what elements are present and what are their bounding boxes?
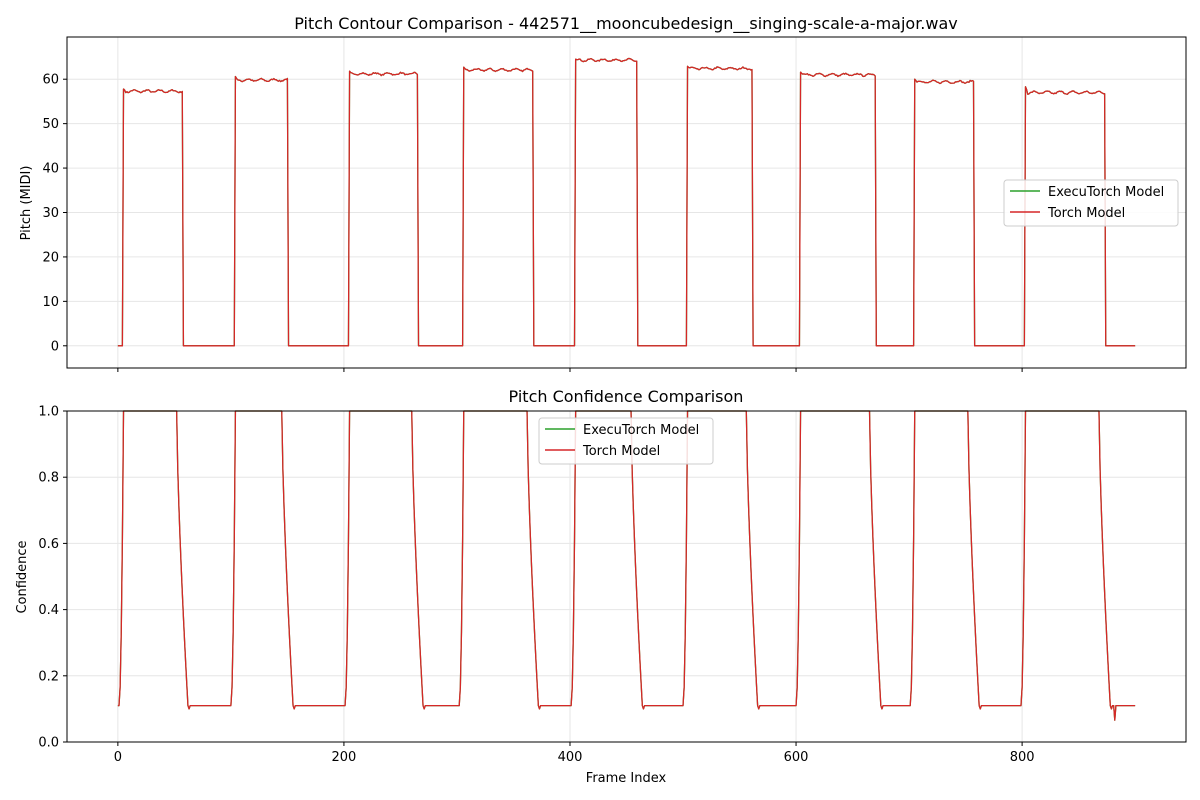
x-tick-label: 200 [332, 750, 357, 765]
y-tick-label: 60 [42, 73, 59, 88]
pitch-plot-area [66, 36, 1187, 369]
series-line-executorch-model [117, 57, 1136, 347]
series-line-torch-model [117, 57, 1136, 347]
x-tick-label: 600 [784, 750, 809, 765]
y-tick-label: 0.2 [38, 669, 59, 684]
pitch-series-group [117, 57, 1136, 347]
x-tick-label: 0 [114, 750, 122, 765]
y-tick-label: 0.8 [38, 471, 59, 486]
confidence-legend-label-torch: Torch Model [582, 444, 660, 459]
x-axis-label: Frame Index [586, 771, 667, 786]
y-tick-label: 1.0 [38, 405, 59, 420]
y-tick-label: 50 [42, 117, 59, 132]
pitch-legend-box [1003, 179, 1179, 227]
pitch-legend-label-executorch: ExecuTorch Model [1048, 185, 1164, 200]
confidence-y-axis-label: Confidence [15, 540, 30, 613]
y-tick-label: 0 [51, 339, 59, 354]
confidence-axis-ticks: 0 200 400 600 800 0.0 0.2 0.4 0.6 0.8 1.0 [38, 405, 1034, 766]
y-tick-label: 20 [42, 250, 59, 265]
y-tick-label: 30 [42, 206, 59, 221]
y-tick-label: 0.4 [38, 603, 59, 618]
pitch-contour-panel: Pitch Contour Comparison - 442571__moonc… [19, 14, 1187, 372]
pitch-axis-ticks: 0 10 20 30 40 50 60 [42, 73, 1023, 372]
pitch-legend-label-torch: Torch Model [1047, 206, 1125, 221]
pitch-legend: ExecuTorch Model Torch Model [1003, 179, 1179, 227]
confidence-legend-label-executorch: ExecuTorch Model [583, 423, 699, 438]
y-tick-label: 0.6 [38, 537, 59, 552]
y-tick-label: 10 [42, 295, 59, 310]
y-tick-label: 40 [42, 162, 59, 177]
y-tick-label: 0.0 [38, 736, 59, 751]
confidence-legend-box [538, 417, 714, 465]
x-tick-label: 400 [558, 750, 583, 765]
confidence-plot-area [66, 410, 1187, 743]
confidence-legend: ExecuTorch Model Torch Model [538, 417, 714, 465]
confidence-panel: Pitch Confidence Comparison 0 200 400 600 80… [15, 387, 1187, 786]
pitch-y-axis-label: Pitch (MIDI) [19, 166, 34, 241]
x-tick-label: 800 [1010, 750, 1035, 765]
confidence-chart-title: Pitch Confidence Comparison [509, 387, 744, 406]
pitch-chart-title: Pitch Contour Comparison - 442571__moonc… [294, 14, 958, 34]
